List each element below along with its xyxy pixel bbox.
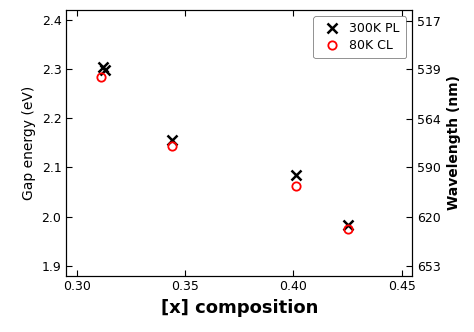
80K CL bbox=[345, 227, 350, 231]
Y-axis label: Gap energy (eV): Gap energy (eV) bbox=[22, 86, 36, 200]
80K CL bbox=[170, 144, 175, 148]
80K CL bbox=[293, 184, 299, 188]
Legend: 300K PL, 80K CL: 300K PL, 80K CL bbox=[313, 16, 406, 58]
300K PL bbox=[170, 138, 175, 142]
300K PL bbox=[293, 173, 299, 177]
300K PL bbox=[102, 68, 108, 72]
300K PL bbox=[100, 64, 106, 68]
Line: 300K PL: 300K PL bbox=[98, 62, 352, 230]
X-axis label: [x] composition: [x] composition bbox=[161, 299, 318, 317]
300K PL bbox=[345, 223, 350, 227]
Y-axis label: Wavelength (nm): Wavelength (nm) bbox=[447, 75, 461, 210]
Line: 80K CL: 80K CL bbox=[97, 73, 352, 233]
80K CL bbox=[98, 75, 104, 79]
